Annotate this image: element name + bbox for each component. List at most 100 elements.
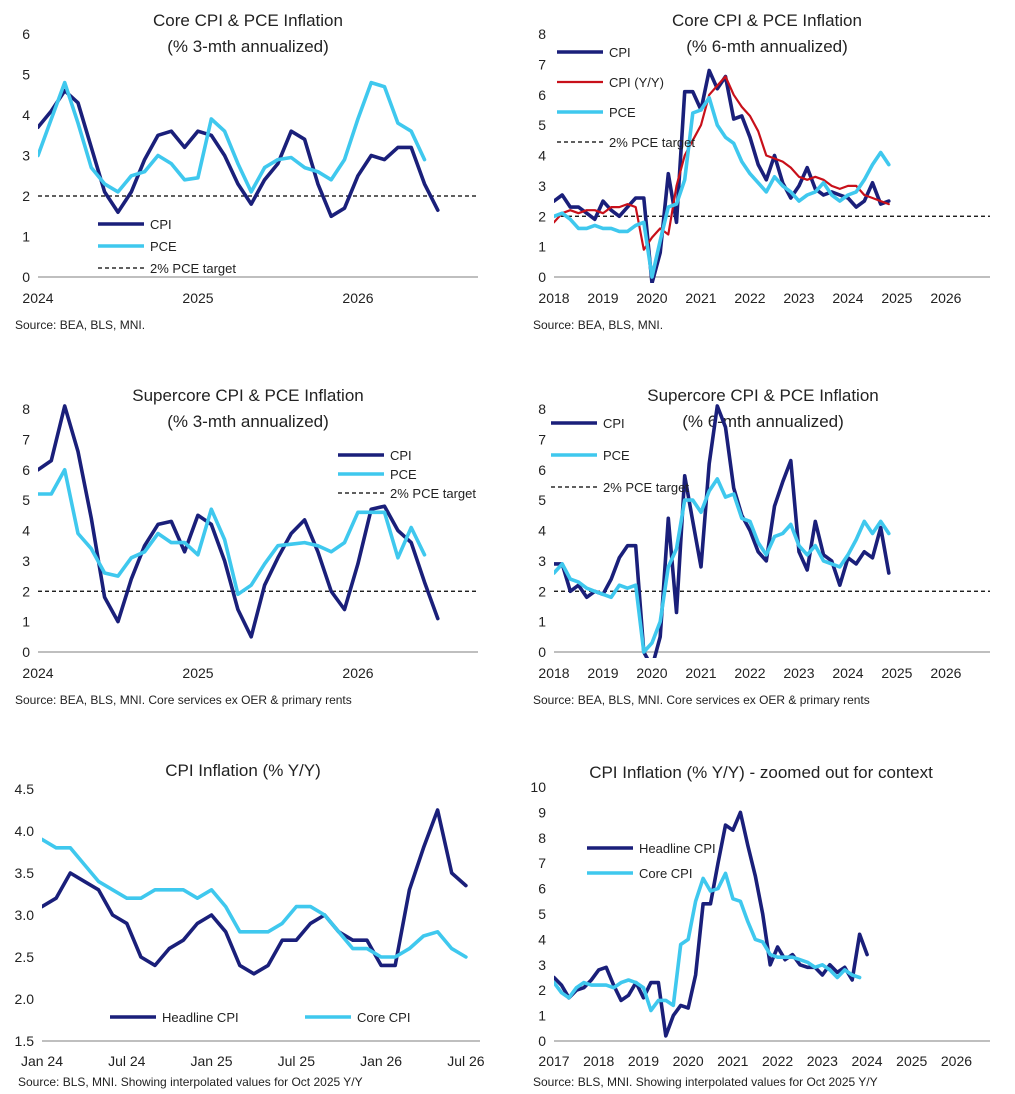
plot-area: 0 1 2 3 4 5 6 7 8 2024 2025 2026 CPI PCE 2% PCE target xyxy=(22,401,478,681)
series-line-cpi-y-y- xyxy=(554,75,890,251)
chart-super-3m-panel: Supercore CPI & PCE Inflation (% 3-mth a… xyxy=(0,375,505,720)
plot-area: 0 1 2 3 4 5 6 7 8 2018 2019 2020 2021 2022 2023 2024 202… xyxy=(538,26,990,306)
legend-label: PCE xyxy=(390,467,417,482)
y-tick-label: 10 xyxy=(530,779,546,795)
y-tick-label: 4 xyxy=(22,107,30,123)
series-line-cpi xyxy=(38,88,440,219)
x-tick-label: 2024 xyxy=(22,665,53,681)
chart-title: Supercore CPI & PCE Inflation xyxy=(132,386,364,405)
y-tick-label: 9 xyxy=(538,804,546,820)
x-tick-label: 2020 xyxy=(636,665,667,681)
chart-subtitle: (% 6-mth annualized) xyxy=(682,412,844,431)
y-tick-label: 2 xyxy=(22,583,30,599)
y-tick-label: 6 xyxy=(22,462,30,478)
y-tick-label: 1 xyxy=(538,1008,546,1024)
x-tick-label: 2022 xyxy=(762,1053,793,1069)
chart-cpi-yy-long-panel: CPI Inflation (% Y/Y) - zoomed out for c… xyxy=(505,750,1015,1094)
plot-area: 0 1 2 3 4 5 6 7 8 2018 2019 2020 2021 2022 2023 2024 202… xyxy=(538,401,990,681)
chart-source: Source: BLS, MNI. Showing interpolated v… xyxy=(533,1075,878,1089)
x-tick-label: 2026 xyxy=(342,665,373,681)
chart-super-3m: Supercore CPI & PCE Inflation (% 3-mth a… xyxy=(22,386,478,681)
chart-source: Source: BEA, BLS, MNI. Core services ex … xyxy=(15,693,352,707)
legend: CPI CPI (Y/Y) PCE 2% PCE target xyxy=(557,45,695,150)
series-line-pce xyxy=(554,96,891,279)
chart-super-6m-panel: Supercore CPI & PCE Inflation (% 6-mth a… xyxy=(505,375,1015,720)
y-tick-label: 6 xyxy=(538,881,546,897)
series-line-pce xyxy=(554,477,891,654)
chart-super-6m: Supercore CPI & PCE Inflation (% 6-mth a… xyxy=(538,386,990,681)
y-tick-label: 2 xyxy=(538,208,546,224)
chart-cpi-yy-panel: CPI Inflation (% Y/Y) 1.5 2.0 2.5 3.0 3.5 4.0… xyxy=(0,750,505,1094)
y-tick-label: 3 xyxy=(22,148,30,164)
series-group xyxy=(42,808,468,976)
x-tick-label: Jul 26 xyxy=(447,1053,485,1069)
x-tick-label: 2025 xyxy=(881,665,912,681)
x-tick-label: Jan 24 xyxy=(21,1053,63,1069)
x-tick-label: 2021 xyxy=(685,665,716,681)
x-tick-label: 2022 xyxy=(734,290,765,306)
x-tick-label: 2023 xyxy=(783,290,814,306)
y-tick-label: 4 xyxy=(538,931,546,947)
y-tick-label: 0 xyxy=(538,644,546,660)
x-tick-label: 2018 xyxy=(583,1053,614,1069)
x-tick-label: 2025 xyxy=(182,665,213,681)
legend: CPI PCE 2% PCE target xyxy=(551,416,689,495)
series-line-headline-cpi xyxy=(42,808,468,976)
chart-source: Source: BEA, BLS, MNI. xyxy=(533,318,664,332)
x-tick-label: Jul 25 xyxy=(278,1053,316,1069)
y-tick-label: 7 xyxy=(538,56,546,72)
x-tick-label: 2021 xyxy=(717,1053,748,1069)
chart-core-6m-panel: Core CPI & PCE Inflation (% 6-mth annual… xyxy=(505,0,1015,345)
y-tick-label: 1 xyxy=(22,229,30,245)
chart-source: Source: BEA, BLS, MNI. xyxy=(15,318,146,332)
y-tick-label: 2.0 xyxy=(15,991,35,1007)
y-tick-label: 3 xyxy=(538,957,546,973)
y-tick-label: 4.5 xyxy=(15,781,35,797)
series-line-core-cpi xyxy=(554,871,862,1013)
x-tick-label: 2025 xyxy=(896,1053,927,1069)
y-tick-label: 8 xyxy=(538,26,546,42)
x-tick-label: 2024 xyxy=(832,665,863,681)
y-tick-label: 0 xyxy=(22,644,30,660)
y-tick-label: 8 xyxy=(538,401,546,417)
legend: CPI PCE 2% PCE target xyxy=(98,217,236,276)
x-tick-label: 2024 xyxy=(832,290,863,306)
chart-source: Source: BLS, MNI. Showing interpolated v… xyxy=(18,1075,363,1089)
y-tick-label: 5 xyxy=(538,906,546,922)
chart-title: CPI Inflation (% Y/Y) - zoomed out for c… xyxy=(589,763,933,782)
plot-area: 0 1 2 3 4 5 6 7 8 9 10 2017 2018 2019 2020 2021 2022 2023… xyxy=(530,779,990,1069)
y-tick-label: 3.5 xyxy=(15,865,35,881)
chart-title: Core CPI & PCE Inflation xyxy=(672,11,862,30)
y-tick-label: 8 xyxy=(22,401,30,417)
series-group xyxy=(554,68,891,283)
y-tick-label: 5 xyxy=(538,492,546,508)
series-line-pce xyxy=(38,80,427,194)
y-tick-label: 5 xyxy=(22,67,30,83)
x-tick-label: 2021 xyxy=(685,290,716,306)
y-tick-label: 6 xyxy=(538,462,546,478)
series-group xyxy=(38,80,440,219)
chart-subtitle: (% 6-mth annualized) xyxy=(686,37,848,56)
y-tick-label: 3 xyxy=(538,553,546,569)
x-tick-label: 2018 xyxy=(538,665,569,681)
x-tick-label: 2025 xyxy=(881,290,912,306)
y-tick-label: 1 xyxy=(22,614,30,630)
y-tick-label: 8 xyxy=(538,830,546,846)
y-tick-label: 1.5 xyxy=(15,1033,35,1049)
chart-subtitle: (% 3-mth annualized) xyxy=(167,37,329,56)
y-tick-label: 3 xyxy=(538,178,546,194)
x-tick-label: 2018 xyxy=(538,290,569,306)
x-tick-label: 2023 xyxy=(783,665,814,681)
chart-cpi-yy-long: CPI Inflation (% Y/Y) - zoomed out for c… xyxy=(530,763,990,1069)
legend: Headline CPI Core CPI xyxy=(587,841,716,881)
y-tick-label: 4 xyxy=(22,523,30,539)
x-tick-label: 2024 xyxy=(851,1053,882,1069)
x-tick-label: 2020 xyxy=(673,1053,704,1069)
legend-label: Headline CPI xyxy=(639,841,716,856)
legend-label: 2% PCE target xyxy=(390,486,476,501)
y-tick-label: 0 xyxy=(538,269,546,285)
chart-cpi-yy: CPI Inflation (% Y/Y) 1.5 2.0 2.5 3.0 3.5 4.0… xyxy=(15,761,485,1069)
series-line-cpi xyxy=(554,68,891,283)
x-tick-label: Jan 25 xyxy=(191,1053,233,1069)
y-tick-label: 2.5 xyxy=(15,949,35,965)
